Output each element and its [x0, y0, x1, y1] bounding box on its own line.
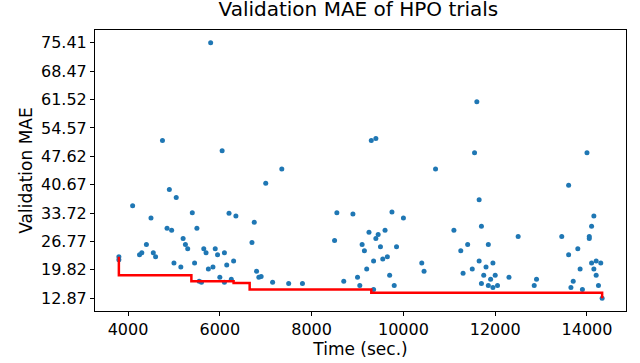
svg-text:47.62: 47.62 — [41, 147, 87, 166]
svg-text:8000: 8000 — [291, 320, 332, 339]
svg-text:12.87: 12.87 — [41, 289, 87, 308]
svg-text:19.82: 19.82 — [41, 260, 87, 279]
svg-text:40.67: 40.67 — [41, 175, 87, 194]
svg-text:14000: 14000 — [562, 320, 613, 339]
svg-text:4000: 4000 — [108, 320, 149, 339]
svg-text:12000: 12000 — [470, 320, 521, 339]
svg-text:68.47: 68.47 — [41, 62, 87, 81]
svg-text:26.77: 26.77 — [41, 232, 87, 251]
svg-text:10000: 10000 — [378, 320, 429, 339]
svg-text:Time (sec.): Time (sec.) — [312, 339, 407, 359]
svg-text:Validation MAE: Validation MAE — [16, 107, 36, 233]
svg-text:33.72: 33.72 — [41, 204, 87, 223]
svg-text:6000: 6000 — [199, 320, 240, 339]
svg-text:75.41: 75.41 — [41, 33, 87, 52]
svg-text:Validation MAE of HPO trials: Validation MAE of HPO trials — [219, 0, 499, 21]
svg-text:54.57: 54.57 — [41, 119, 87, 138]
svg-text:61.52: 61.52 — [41, 90, 87, 109]
